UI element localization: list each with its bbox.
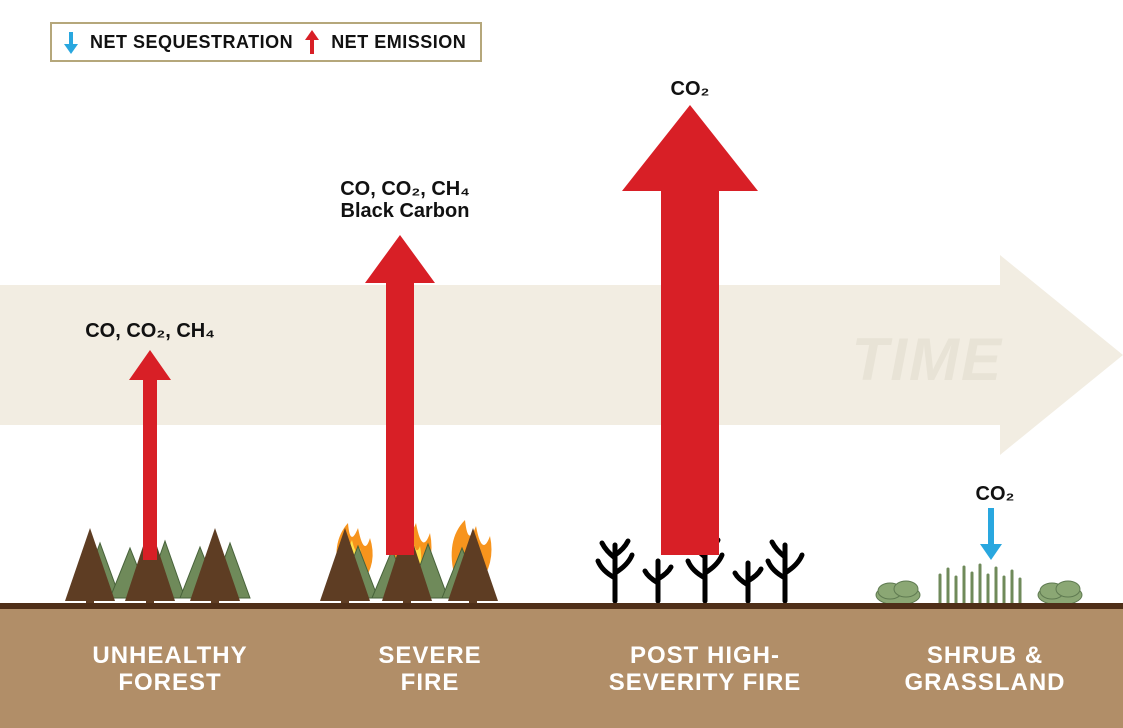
down-arrow-icon (62, 30, 80, 54)
stage-unhealthy-label: UNHEALTHY FOREST (40, 643, 300, 696)
stage-post-label: POST HIGH- SEVERITY FIRE (575, 643, 835, 696)
gas-label-post: CO₂ (650, 78, 730, 100)
stage-severe-label: SEVERE FIRE (300, 643, 560, 696)
up-arrow-icon (303, 30, 321, 54)
emission-arrow-unhealthy (122, 350, 178, 560)
shrub-grassland-icon (870, 563, 1090, 603)
gas-label-unhealthy: CO, CO₂, CH₄ (70, 320, 230, 342)
gas-label-severe: CO, CO₂, CH₄ Black Carbon (310, 178, 500, 222)
gas-label-shrub: CO₂ (965, 483, 1025, 505)
legend-sequestration-label: NET SEQUESTRATION (90, 32, 293, 53)
sequestration-arrow-shrub (978, 508, 1004, 560)
stage-shrub-label: SHRUB & GRASSLAND (855, 643, 1115, 696)
legend-box: NET SEQUESTRATION NET EMISSION (50, 22, 482, 62)
legend-emission-label: NET EMISSION (331, 32, 466, 53)
time-label: TIME (852, 325, 1003, 394)
emission-arrow-post (610, 105, 770, 555)
emission-arrow-severe (355, 235, 445, 555)
